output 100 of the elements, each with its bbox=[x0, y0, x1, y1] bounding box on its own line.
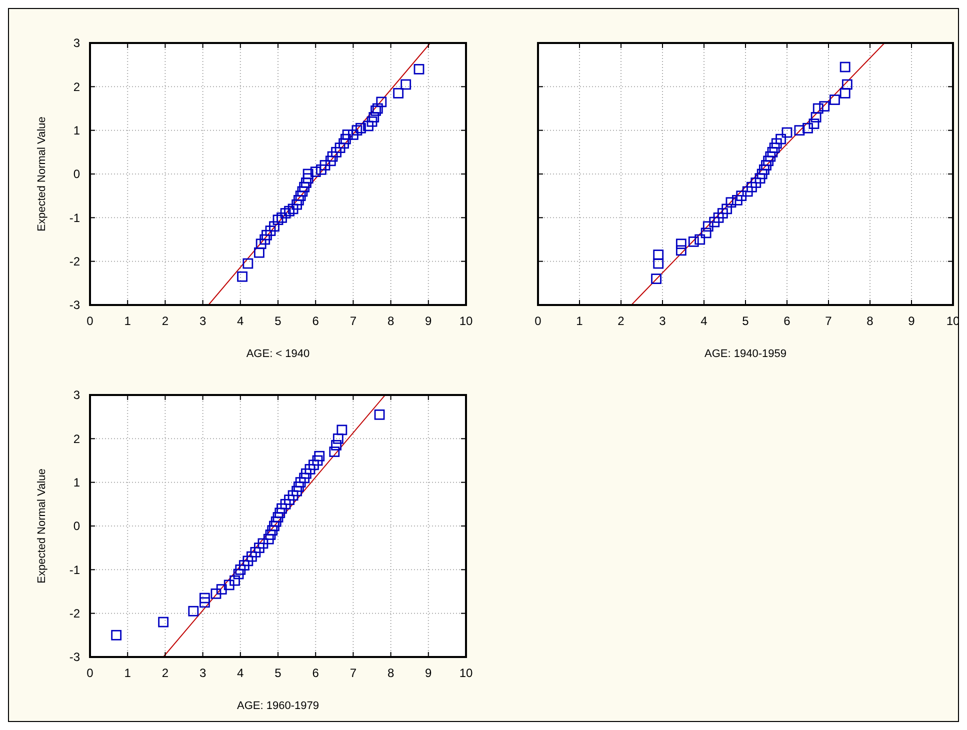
point bbox=[776, 134, 786, 144]
y-tick-label: -2 bbox=[69, 606, 80, 621]
point bbox=[293, 482, 304, 492]
point bbox=[295, 190, 306, 202]
point bbox=[688, 236, 699, 247]
point bbox=[258, 538, 268, 549]
point bbox=[274, 508, 286, 518]
x-tick-label: 5 bbox=[742, 314, 750, 328]
point bbox=[356, 122, 366, 134]
point bbox=[329, 446, 340, 457]
point bbox=[111, 630, 122, 640]
point bbox=[295, 477, 306, 488]
point bbox=[292, 486, 302, 496]
point bbox=[713, 212, 724, 223]
point bbox=[769, 142, 780, 153]
y-tick-label: 2 bbox=[73, 80, 80, 94]
point bbox=[414, 64, 424, 74]
point bbox=[842, 79, 852, 90]
point bbox=[331, 146, 342, 158]
x-tick-label: 1 bbox=[124, 314, 132, 328]
point bbox=[653, 250, 664, 260]
x-tick-label: 1 bbox=[124, 666, 132, 680]
point bbox=[758, 164, 770, 175]
x-tick-label: 10 bbox=[459, 314, 473, 328]
point bbox=[368, 112, 380, 122]
point bbox=[224, 580, 234, 590]
y-tick-label: -1 bbox=[69, 210, 80, 225]
point bbox=[270, 516, 282, 527]
point bbox=[746, 182, 757, 192]
point bbox=[676, 245, 686, 256]
point bbox=[297, 186, 308, 197]
point bbox=[292, 199, 302, 210]
point bbox=[299, 182, 310, 192]
y-tick-label: 2 bbox=[73, 432, 80, 446]
point bbox=[284, 206, 294, 216]
point bbox=[233, 568, 244, 580]
y-axis-title: Expected Normal Value bbox=[36, 468, 48, 584]
point bbox=[400, 79, 412, 90]
point bbox=[216, 584, 227, 595]
point bbox=[158, 616, 169, 628]
point bbox=[310, 166, 321, 178]
point bbox=[276, 212, 287, 223]
x-tick-label: 2 bbox=[162, 314, 169, 328]
point bbox=[280, 208, 291, 218]
point bbox=[312, 455, 323, 466]
point bbox=[199, 592, 210, 604]
point bbox=[732, 195, 742, 206]
point bbox=[302, 168, 314, 180]
point bbox=[812, 103, 824, 114]
point bbox=[722, 204, 732, 214]
point bbox=[288, 490, 298, 501]
point bbox=[320, 160, 330, 170]
x-tick-label: 9 bbox=[425, 314, 432, 328]
y-tick-label: -1 bbox=[69, 562, 80, 577]
x-tick-label: 0 bbox=[534, 314, 542, 328]
point bbox=[709, 216, 720, 228]
point bbox=[237, 271, 248, 282]
point bbox=[238, 560, 250, 570]
x-tick-label: 6 bbox=[312, 666, 320, 680]
point bbox=[316, 164, 326, 175]
point bbox=[276, 503, 287, 514]
point bbox=[254, 247, 264, 258]
point bbox=[280, 498, 291, 510]
point bbox=[288, 204, 298, 214]
x-tick-label: 9 bbox=[425, 666, 432, 680]
point bbox=[393, 88, 404, 98]
y-tick-label: 0 bbox=[73, 519, 80, 534]
point bbox=[736, 190, 747, 202]
y-axis-title: Expected Normal Value bbox=[36, 116, 48, 232]
point bbox=[374, 409, 385, 420]
point bbox=[230, 575, 240, 586]
point bbox=[742, 186, 753, 197]
point bbox=[246, 551, 257, 562]
point bbox=[256, 238, 266, 250]
point bbox=[763, 156, 774, 166]
y-tick-label: 0 bbox=[73, 167, 80, 182]
point bbox=[284, 494, 294, 505]
point bbox=[754, 173, 766, 184]
point bbox=[199, 597, 210, 608]
point bbox=[325, 156, 336, 166]
point bbox=[366, 116, 378, 127]
x-tick-label: 8 bbox=[387, 314, 394, 328]
point bbox=[242, 556, 254, 566]
point bbox=[794, 125, 805, 136]
point bbox=[308, 460, 319, 470]
x-tick-label: 3 bbox=[659, 314, 666, 328]
point bbox=[771, 138, 782, 149]
point bbox=[363, 120, 374, 132]
point bbox=[334, 142, 346, 153]
point bbox=[702, 221, 714, 232]
point bbox=[260, 234, 270, 245]
point bbox=[651, 274, 662, 284]
x-tick-label: 3 bbox=[199, 666, 206, 680]
x-tick-label: 3 bbox=[199, 314, 206, 328]
x-tick-label: 0 bbox=[86, 314, 94, 328]
y-tick-label: 3 bbox=[73, 388, 80, 402]
point bbox=[676, 238, 686, 250]
y-tick-label: 1 bbox=[73, 124, 80, 138]
point bbox=[299, 472, 310, 484]
point bbox=[314, 450, 325, 462]
